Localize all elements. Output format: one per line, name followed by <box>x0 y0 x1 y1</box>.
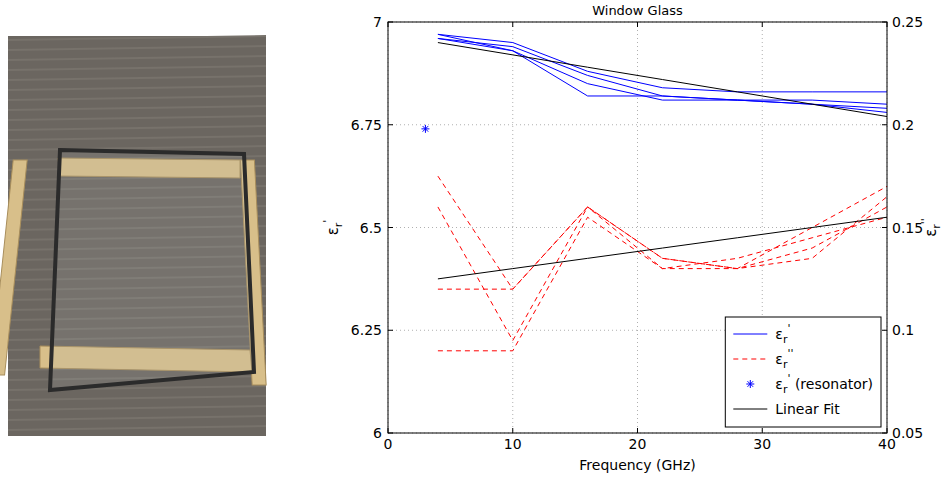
series-line <box>438 38 887 108</box>
tick-label: 0.2 <box>892 117 914 133</box>
glass-pane <box>50 150 254 390</box>
tick <box>887 22 888 27</box>
legend-line <box>733 334 767 335</box>
tick <box>388 22 393 23</box>
carpet-texture <box>8 76 266 80</box>
series-line <box>438 34 887 104</box>
tick <box>882 330 887 331</box>
tick-label: 10 <box>504 436 522 452</box>
carpet-texture <box>8 86 266 90</box>
tick-label: 0.25 <box>892 14 923 30</box>
legend-line <box>733 409 767 410</box>
frame-left <box>0 160 27 375</box>
tick <box>388 227 393 228</box>
tick-label: 20 <box>629 436 647 452</box>
carpet-texture <box>8 416 266 420</box>
carpet-texture <box>8 426 266 430</box>
grid-line <box>388 124 887 125</box>
tick <box>388 433 393 434</box>
carpet-texture <box>8 36 266 40</box>
carpet-texture <box>8 56 266 60</box>
tick <box>882 124 887 125</box>
tick <box>388 330 393 331</box>
legend-line <box>733 359 767 360</box>
carpet-texture <box>8 126 266 130</box>
carpet-texture <box>8 146 266 150</box>
plot-area <box>388 22 887 433</box>
tick <box>882 433 887 434</box>
carpet-texture <box>8 136 266 140</box>
tick <box>887 428 888 433</box>
tick <box>882 227 887 228</box>
tick-label: 0.05 <box>892 425 923 441</box>
carpet-texture <box>8 386 266 390</box>
title: Window Glass <box>592 3 683 18</box>
legend-label: εr' <box>775 322 790 346</box>
tick <box>388 428 389 433</box>
carpet-texture <box>8 406 266 410</box>
marker-stroke <box>747 381 753 387</box>
point <box>421 125 429 133</box>
legend-label: εr' (resonator) <box>775 372 873 396</box>
page: 01020304066.256.56.7570.050.10.150.20.25… <box>0 0 951 480</box>
tick <box>388 124 393 125</box>
chart: 01020304066.256.56.7570.050.10.150.20.25… <box>321 3 943 473</box>
tick-label: 0.1 <box>892 322 914 338</box>
grid-line <box>637 22 638 433</box>
tick <box>762 22 763 27</box>
data <box>421 34 887 350</box>
tick-label: 6.5 <box>360 220 382 236</box>
legend-label: Linear Fit <box>775 401 840 417</box>
x-axis-title: Frequency (GHz) <box>579 457 695 473</box>
legend-box <box>725 317 881 427</box>
marker-stroke <box>423 126 429 132</box>
tick-label: 0 <box>384 436 393 452</box>
series-line <box>438 34 887 92</box>
legend-marker <box>746 380 754 388</box>
y-axis-title: εr' <box>321 220 345 236</box>
marker-stroke <box>747 381 753 387</box>
legend: εr'εr''εr' (resonator) Linear Fit <box>725 317 881 427</box>
plot-frame <box>388 22 887 433</box>
series-line <box>438 186 887 289</box>
carpet <box>8 36 266 436</box>
tick-label: 30 <box>753 436 771 452</box>
tick-label: 6 <box>373 425 382 441</box>
tick <box>512 428 513 433</box>
photo <box>0 36 266 436</box>
tick <box>637 22 638 27</box>
carpet-texture <box>8 66 266 70</box>
series-line <box>438 43 887 117</box>
carpet-texture <box>8 96 266 100</box>
tick-label: 6.25 <box>351 322 382 338</box>
carpet-texture <box>8 116 266 120</box>
marker-stroke <box>423 126 429 132</box>
tick-label: 7 <box>373 14 382 30</box>
carpet-texture <box>8 46 266 50</box>
tick <box>388 22 389 27</box>
tick <box>512 22 513 27</box>
series-line <box>438 38 887 112</box>
legend-label: εr'' <box>775 347 793 371</box>
y2-axis-title: εr'' <box>919 218 943 237</box>
tick <box>762 428 763 433</box>
tick <box>882 22 887 23</box>
tick-label: 6.75 <box>351 117 382 133</box>
carpet-texture <box>8 106 266 110</box>
series-line <box>438 217 887 279</box>
tick <box>637 428 638 433</box>
series-line <box>438 176 887 289</box>
carpet-texture <box>8 396 266 400</box>
